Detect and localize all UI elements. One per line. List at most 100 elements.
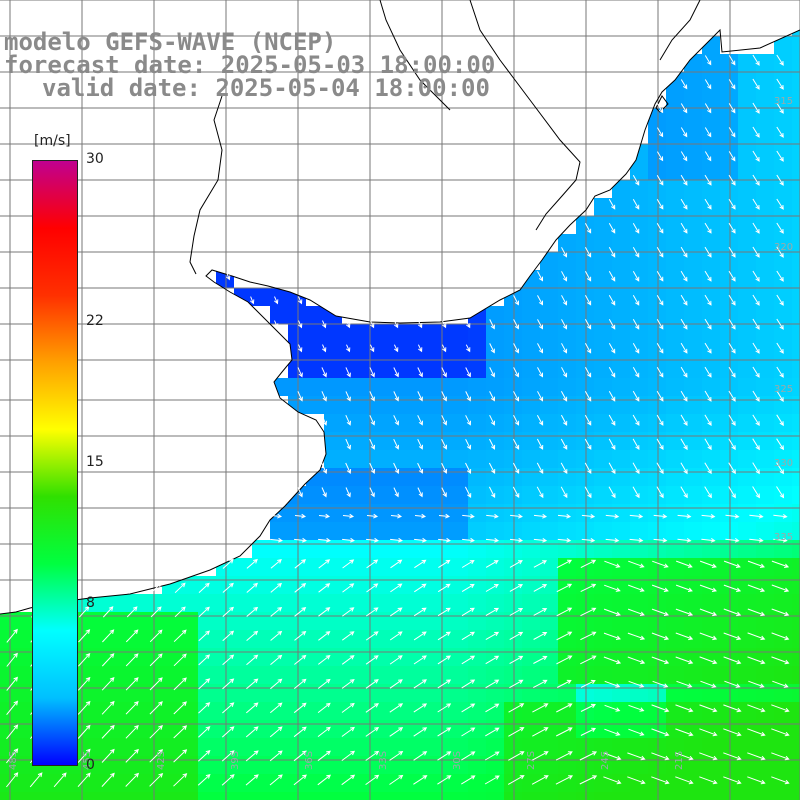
wind-speed-cell	[666, 234, 684, 252]
wind-speed-cell	[486, 720, 504, 738]
wind-speed-cell	[522, 558, 540, 576]
wind-arrow	[652, 680, 669, 688]
wind-speed-cell	[702, 540, 720, 558]
wind-speed-cell	[774, 288, 792, 306]
wind-speed-cell	[18, 666, 36, 684]
wind-speed-cell	[522, 774, 540, 792]
wind-arrow	[246, 654, 259, 666]
wind-arrow	[150, 606, 162, 618]
wind-speed-cell	[342, 558, 360, 576]
wind-arrow	[221, 774, 235, 786]
wind-speed-cell	[504, 378, 522, 396]
wind-speed-cell	[594, 540, 612, 558]
wind-speed-cell	[360, 594, 378, 612]
wind-speed-cell	[576, 216, 594, 234]
wind-arrow	[752, 366, 760, 378]
wind-speed-cell	[594, 468, 612, 486]
wind-speed-cell	[270, 774, 288, 792]
border-line	[469, 0, 581, 231]
wind-speed-cell	[774, 36, 792, 54]
wind-arrow	[441, 391, 447, 402]
wind-arrow	[437, 631, 451, 641]
wind-arrow	[393, 487, 399, 498]
wind-speed-cell	[792, 594, 800, 612]
wind-arrow	[393, 391, 399, 402]
wind-speed-cell	[90, 594, 108, 612]
wind-arrow	[513, 343, 519, 354]
wind-arrow	[557, 537, 572, 543]
wind-arrow	[294, 654, 307, 665]
wind-speed-cell	[774, 90, 792, 108]
wind-speed-cell	[540, 414, 558, 432]
wind-arrow	[270, 537, 283, 543]
edge-label: 42S	[156, 751, 167, 770]
wind-speed-cell	[252, 702, 270, 720]
wind-speed-cell	[702, 252, 720, 270]
wind-arrow	[369, 320, 375, 329]
wind-speed-cell	[18, 738, 36, 756]
wind-speed-cell	[324, 486, 342, 504]
wind-speed-cell	[666, 576, 684, 594]
wind-speed-cell	[738, 414, 756, 432]
wind-speed-cell	[396, 414, 414, 432]
wind-arrow	[627, 752, 646, 761]
wind-speed-cell	[0, 684, 18, 702]
wind-arrow	[489, 414, 495, 426]
wind-arrow	[584, 319, 592, 330]
wind-speed-cell	[792, 234, 800, 252]
wind-arrow	[728, 462, 736, 475]
wind-arrow	[488, 462, 496, 474]
wind-arrow	[441, 438, 447, 450]
wind-arrow	[461, 751, 476, 761]
wind-speed-cell	[738, 198, 756, 216]
wind-speed-cell	[306, 342, 324, 360]
wind-arrow	[297, 296, 303, 305]
wind-arrow	[680, 438, 688, 451]
wind-arrow	[561, 367, 568, 378]
wind-arrow	[293, 702, 307, 714]
wind-arrow	[78, 606, 90, 618]
wind-arrow	[699, 752, 718, 761]
wind-speed-cell	[450, 774, 468, 792]
wind-arrow	[555, 775, 574, 785]
wind-arrow	[486, 513, 499, 519]
wind-speed-cell	[396, 648, 414, 666]
wind-arrow	[747, 608, 766, 617]
border-line	[379, 0, 451, 111]
wind-speed-cell	[738, 738, 756, 756]
wind-speed-cell	[792, 630, 800, 648]
wind-speed-cell	[738, 324, 756, 342]
wind-speed-cell	[792, 486, 800, 504]
wind-arrow	[773, 537, 788, 543]
wind-speed-cell	[126, 738, 144, 756]
wind-arrow	[656, 151, 664, 162]
wind-arrow	[366, 583, 379, 593]
wind-speed-cell	[342, 630, 360, 648]
wind-arrow	[532, 703, 549, 713]
wind-arrow	[369, 367, 375, 378]
wind-arrow	[222, 702, 235, 714]
edge-label: 48S	[8, 751, 19, 770]
wind-arrow	[441, 367, 447, 378]
wind-arrow	[728, 390, 736, 402]
wind-speed-cell	[702, 450, 720, 468]
wind-arrow	[437, 751, 452, 761]
wind-speed-cell	[306, 396, 324, 414]
wind-arrow	[723, 656, 742, 665]
wind-arrow	[747, 776, 766, 785]
wind-speed-cell	[306, 360, 324, 378]
wind-speed-cell	[288, 594, 306, 612]
wind-arrow	[627, 608, 645, 616]
wind-speed-cell	[666, 90, 684, 108]
wind-arrow	[342, 607, 355, 617]
wind-speed-cell	[720, 90, 738, 108]
wind-speed-cell	[486, 504, 504, 522]
wind-arrow	[198, 582, 210, 593]
wind-speed-cell	[612, 504, 630, 522]
wind-arrow	[776, 198, 784, 210]
wind-speed-cell	[666, 594, 684, 612]
wind-arrow	[317, 750, 331, 762]
wind-arrow	[393, 344, 399, 353]
wind-arrow	[603, 656, 622, 665]
